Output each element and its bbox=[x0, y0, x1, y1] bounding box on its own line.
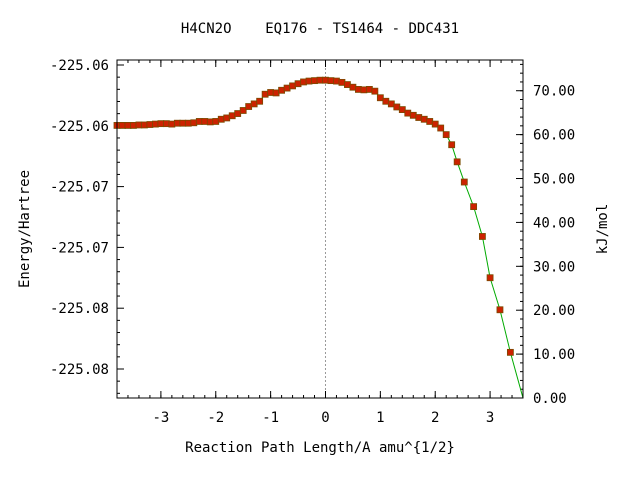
data-point bbox=[496, 306, 504, 314]
x-tick-label: -1 bbox=[262, 410, 279, 426]
x-tick-label: 0 bbox=[321, 410, 329, 426]
data-point bbox=[398, 106, 406, 114]
y-tick-label: -225.07 bbox=[50, 180, 109, 196]
data-point bbox=[371, 87, 379, 95]
x-tick-label: -2 bbox=[207, 410, 224, 426]
x-axis-label: Reaction Path Length/A amu^{1/2} bbox=[185, 440, 455, 456]
data-point bbox=[453, 158, 461, 166]
y2-tick-label: 50.00 bbox=[533, 172, 575, 188]
y-tick-label: -225.07 bbox=[50, 240, 109, 256]
data-point bbox=[437, 124, 445, 132]
data-point bbox=[239, 107, 247, 114]
y-tick-label: -225.06 bbox=[50, 119, 109, 135]
axis-ticks bbox=[117, 60, 524, 399]
y-tick-labels: -225.06 -225.06 -225.07 -225.07 -225.08 -225.… bbox=[50, 58, 109, 378]
y-tick-label: -225.06 bbox=[50, 58, 109, 74]
y2-tick-label: 30.00 bbox=[533, 259, 575, 275]
data-point bbox=[506, 348, 514, 356]
x-tick-labels: -3 -2 -1 0 1 2 3 bbox=[152, 410, 494, 426]
y2-tick-label: 40.00 bbox=[533, 215, 575, 231]
data-point bbox=[431, 120, 439, 128]
x-tick-label: -3 bbox=[152, 410, 169, 426]
energy-curve bbox=[117, 79, 524, 399]
y2-tick-label: 0.00 bbox=[533, 391, 567, 407]
y-tick-label: -225.08 bbox=[50, 362, 109, 378]
curve-group bbox=[117, 79, 524, 399]
data-point bbox=[448, 141, 456, 149]
x-tick-label: 3 bbox=[486, 410, 494, 426]
data-point bbox=[486, 274, 494, 282]
data-points bbox=[113, 76, 514, 356]
y2-tick-label: 20.00 bbox=[533, 303, 575, 319]
data-point bbox=[478, 233, 486, 240]
y2-tick-label: 60.00 bbox=[533, 128, 575, 144]
y2-tick-label: 70.00 bbox=[533, 84, 575, 100]
chart-title: H4CN2O EQ176 - TS1464 - DDC431 bbox=[181, 21, 459, 37]
y2-tick-labels: 0.00 10.00 20.00 30.00 40.00 50.00 60.00 70.00 bbox=[533, 84, 575, 407]
x-tick-label: 2 bbox=[431, 410, 439, 426]
data-point bbox=[470, 203, 478, 211]
y-axis-label: Energy/Hartree bbox=[17, 170, 33, 288]
data-point bbox=[460, 178, 468, 186]
y2-axis-label: kJ/mol bbox=[595, 204, 611, 255]
x-tick-label: 1 bbox=[376, 410, 384, 426]
data-point bbox=[376, 94, 384, 102]
y2-tick-label: 10.00 bbox=[533, 347, 575, 363]
data-point bbox=[256, 97, 264, 105]
plot-frame bbox=[116, 59, 524, 399]
y-tick-label: -225.08 bbox=[50, 301, 109, 317]
data-point bbox=[442, 131, 450, 139]
